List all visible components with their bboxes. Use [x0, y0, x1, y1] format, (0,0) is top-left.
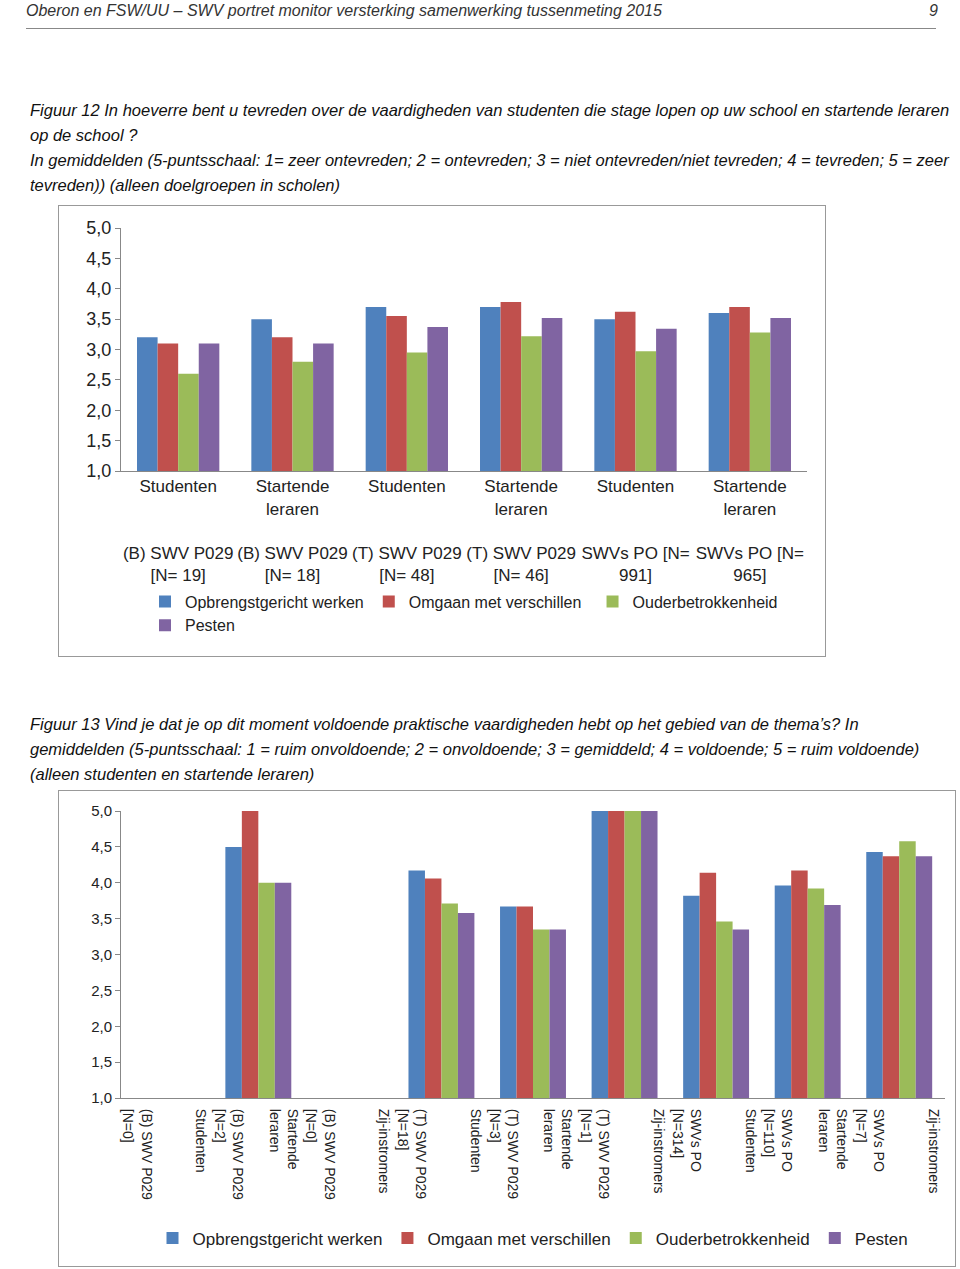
svg-text:Startendeleraren(B) SWV P029[N: Startendeleraren(B) SWV P029[N= 18]: [237, 477, 348, 584]
svg-text:4,0: 4,0: [86, 279, 111, 299]
svg-text:Omgaan met verschillen: Omgaan met verschillen: [427, 1230, 610, 1249]
svg-text:1,5: 1,5: [91, 1053, 112, 1070]
svg-text:Studenten(T) SWV P029[N=18]: Studenten(T) SWV P029[N=18]: [395, 1109, 484, 1199]
html-text:Figuur 13 Vind je dat je op di: Figuur 13 Vind je dat je op dit moment v…: [30, 715, 920, 783]
svg-text:4,0: 4,0: [91, 874, 112, 891]
svg-text:Pesten: Pesten: [185, 617, 235, 634]
svg-text:2,0: 2,0: [86, 401, 111, 421]
svg-text:Studenten(B) SWV P029[N= 19]: Studenten(B) SWV P029[N= 19]: [123, 477, 234, 584]
svg-text:5,0: 5,0: [91, 802, 112, 819]
svg-text:Pesten: Pesten: [855, 1230, 908, 1249]
svg-text:Opbrengstgericht werken: Opbrengstgericht werken: [193, 1230, 383, 1249]
svg-text:Zij-instromers(B) SWV P029[N=0: Zij-instromers(B) SWV P029[N=0]: [303, 1109, 392, 1200]
svg-text:2,0: 2,0: [91, 1018, 112, 1035]
html-text:Figuur 12 In hoeverre bent u t: Figuur 12 In hoeverre bent u tevreden ov…: [30, 101, 950, 194]
html-text:Oberon en FSW/UU – SWV portret: Oberon en FSW/UU – SWV portret monitor v…: [26, 2, 662, 19]
svg-text:3,5: 3,5: [86, 309, 111, 329]
svg-text:3,5: 3,5: [91, 910, 112, 927]
svg-text:StudentenSWVs PO[N=314]: StudentenSWVs PO[N=314]: [670, 1109, 759, 1173]
svg-text:Startendeleraren(B) SWV P029[N: Startendeleraren(B) SWV P029[N=2]: [212, 1109, 301, 1200]
svg-text:3,0: 3,0: [86, 340, 111, 360]
svg-text:StartendelerarenSWVs PO[N=110]: StartendelerarenSWVs PO[N=110]: [761, 1109, 850, 1172]
svg-text:3,0: 3,0: [91, 946, 112, 963]
svg-text:5,0: 5,0: [86, 218, 111, 238]
svg-text:Opbrengstgericht werken: Opbrengstgericht werken: [185, 594, 364, 611]
svg-text:Studenten(B) SWV P029[N=0]: Studenten(B) SWV P029[N=0]: [120, 1109, 209, 1200]
svg-text:Ouderbetrokkenheid: Ouderbetrokkenheid: [633, 594, 778, 611]
svg-text:1,5: 1,5: [86, 431, 111, 451]
svg-text:1,0: 1,0: [86, 461, 111, 481]
svg-text:Startendeleraren(T) SWV P029[N: Startendeleraren(T) SWV P029[N=3]: [487, 1109, 576, 1199]
svg-text:Ouderbetrokkenheid: Ouderbetrokkenheid: [656, 1230, 810, 1249]
svg-text:StudentenSWVs PO [N=991]: StudentenSWVs PO [N=991]: [581, 477, 689, 584]
svg-text:Zij-instromersSWVs PO[N=7]: Zij-instromersSWVs PO[N=7]: [853, 1109, 942, 1194]
svg-text:4,5: 4,5: [91, 838, 112, 855]
html-text:9: 9: [929, 2, 938, 19]
svg-text:Studenten(T) SWV P029[N= 48]: Studenten(T) SWV P029[N= 48]: [352, 477, 462, 584]
svg-text:Startendeleraren(T) SWV P029[N: Startendeleraren(T) SWV P029[N= 46]: [466, 477, 576, 584]
svg-text:1,0: 1,0: [91, 1089, 112, 1106]
svg-text:Zij-instromers(T) SWV P029[N=1: Zij-instromers(T) SWV P029[N=1]: [578, 1109, 667, 1199]
svg-text:2,5: 2,5: [86, 370, 111, 390]
svg-text:4,5: 4,5: [86, 249, 111, 269]
svg-text:StartendelerarenSWVs PO [N=965: StartendelerarenSWVs PO [N=965]: [696, 477, 804, 584]
svg-text:Omgaan met verschillen: Omgaan met verschillen: [409, 594, 582, 611]
svg-text:2,5: 2,5: [91, 982, 112, 999]
